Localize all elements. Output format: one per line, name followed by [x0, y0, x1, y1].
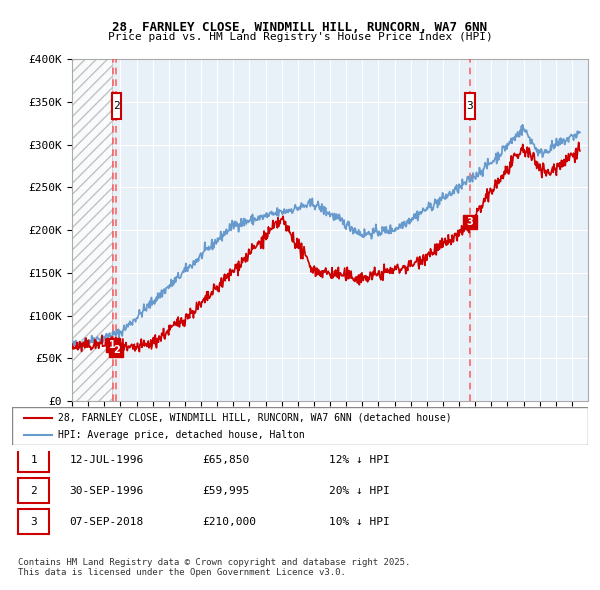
Text: 28, FARNLEY CLOSE, WINDMILL HILL, RUNCORN, WA7 6NN: 28, FARNLEY CLOSE, WINDMILL HILL, RUNCOR… — [113, 21, 487, 34]
Text: 2: 2 — [113, 101, 120, 111]
FancyBboxPatch shape — [465, 93, 475, 119]
Text: 3: 3 — [467, 101, 473, 111]
FancyBboxPatch shape — [18, 447, 49, 472]
Text: 07-SEP-2018: 07-SEP-2018 — [70, 517, 144, 526]
Text: 28, FARNLEY CLOSE, WINDMILL HILL, RUNCORN, WA7 6NN (detached house): 28, FARNLEY CLOSE, WINDMILL HILL, RUNCOR… — [58, 413, 452, 423]
FancyBboxPatch shape — [18, 478, 49, 503]
Bar — [72, 59, 112, 401]
Text: £59,995: £59,995 — [202, 486, 250, 496]
Text: Price paid vs. HM Land Registry's House Price Index (HPI): Price paid vs. HM Land Registry's House … — [107, 32, 493, 42]
FancyBboxPatch shape — [112, 93, 121, 119]
Text: 10% ↓ HPI: 10% ↓ HPI — [329, 517, 389, 526]
Text: £210,000: £210,000 — [202, 517, 256, 526]
FancyBboxPatch shape — [18, 509, 49, 534]
Text: 1: 1 — [109, 340, 116, 350]
Text: 3: 3 — [30, 517, 37, 526]
Text: £65,850: £65,850 — [202, 455, 250, 464]
Text: 12% ↓ HPI: 12% ↓ HPI — [329, 455, 389, 464]
Text: 12-JUL-1996: 12-JUL-1996 — [70, 455, 144, 464]
Text: 30-SEP-1996: 30-SEP-1996 — [70, 486, 144, 496]
Text: 20% ↓ HPI: 20% ↓ HPI — [329, 486, 389, 496]
Text: 3: 3 — [467, 217, 473, 227]
FancyBboxPatch shape — [12, 407, 588, 445]
Text: 2: 2 — [113, 345, 120, 355]
Text: Contains HM Land Registry data © Crown copyright and database right 2025.
This d: Contains HM Land Registry data © Crown c… — [18, 558, 410, 577]
Text: 2: 2 — [30, 486, 37, 496]
Text: HPI: Average price, detached house, Halton: HPI: Average price, detached house, Halt… — [58, 430, 305, 440]
Text: 1: 1 — [30, 455, 37, 464]
